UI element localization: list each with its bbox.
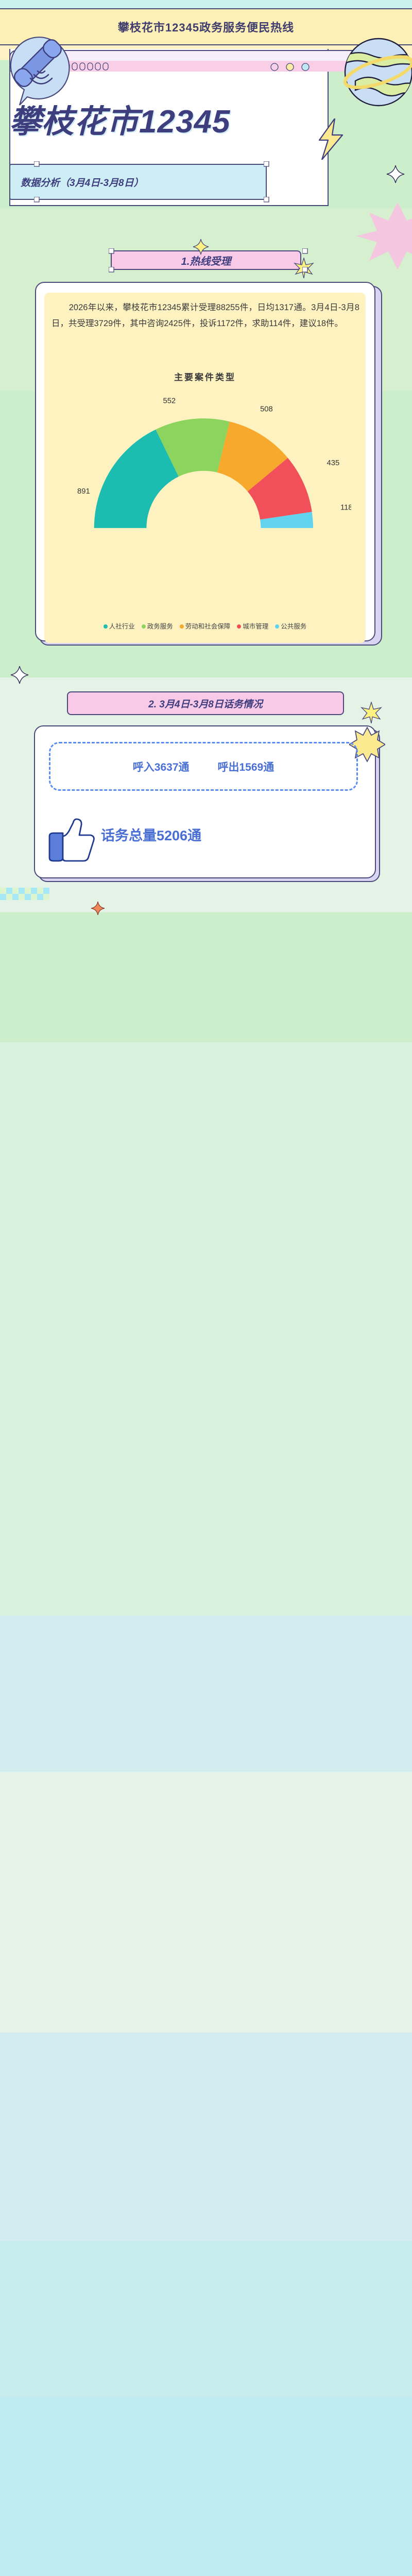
svg-text:435: 435: [327, 459, 340, 467]
svg-text:118: 118: [340, 504, 351, 512]
svg-text:508: 508: [260, 405, 273, 413]
svg-text:891: 891: [77, 487, 90, 496]
svg-text:552: 552: [163, 397, 176, 405]
